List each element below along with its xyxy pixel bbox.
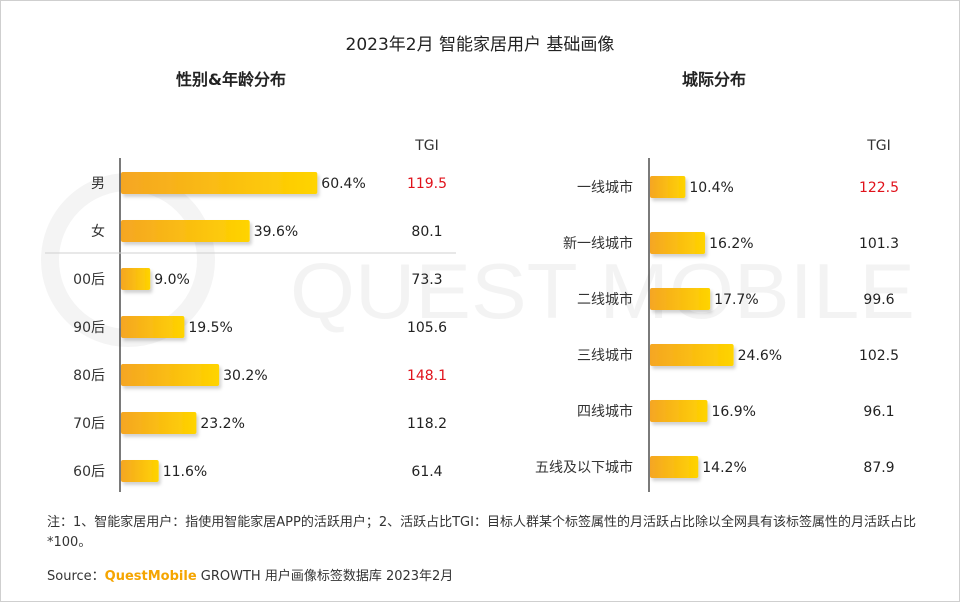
right-bar: [650, 456, 699, 478]
left-bar: [121, 172, 318, 194]
left-category-label: 70后: [73, 416, 105, 432]
source-prefix: Source：: [47, 569, 105, 584]
right-value-label: 14.2%: [702, 460, 746, 476]
right-tgi-value: 122.5: [859, 180, 899, 196]
left-tgi-value: 119.5: [407, 176, 447, 192]
source-line: Source：QuestMobile GROWTH 用户画像标签数据库 2023…: [47, 567, 453, 587]
right-value-label: 16.2%: [709, 236, 753, 252]
chart-title: 2023年2月 智能家居用户 基础画像: [345, 35, 615, 55]
watermark-text: QUEST MOBILE: [290, 247, 915, 335]
left-bar: [121, 412, 197, 434]
left-category-label: 80后: [73, 368, 105, 384]
left-value-label: 60.4%: [321, 176, 365, 192]
source-brand: QuestMobile: [104, 569, 197, 584]
right-tgi-value: 99.6: [863, 292, 894, 308]
right-category-label: 五线及以下城市: [535, 459, 633, 476]
right-value-label: 16.9%: [711, 404, 755, 420]
left-tgi-value: 118.2: [407, 416, 447, 432]
right-category-label: 二线城市: [577, 291, 633, 308]
right-bar: [650, 400, 708, 422]
left-panel-title: 性别&年龄分布: [176, 70, 286, 89]
left-value-label: 19.5%: [188, 320, 232, 336]
left-value-label: 30.2%: [223, 368, 267, 384]
left-category-label: 女: [91, 223, 105, 240]
right-category-label: 四线城市: [577, 403, 633, 420]
left-category-label: 60后: [73, 464, 105, 480]
left-value-label: 39.6%: [254, 224, 298, 240]
left-bar: [121, 268, 151, 290]
left-tgi-value: 61.4: [411, 464, 442, 480]
right-bar: [650, 288, 711, 310]
left-tgi-value: 80.1: [411, 224, 442, 240]
right-bar: [650, 176, 686, 198]
footnote: 注：1、智能家居用户：指使用智能家居APP的活跃用户；2、活跃占比TGI：目标人…: [47, 515, 916, 550]
left-bar: [121, 460, 159, 482]
right-category-label: 三线城市: [577, 347, 633, 364]
right-tgi-value: 87.9: [863, 460, 894, 476]
right-bar: [650, 232, 706, 254]
left-category-label: 男: [91, 176, 105, 192]
left-value-label: 23.2%: [200, 416, 244, 432]
left-tgi-value: 105.6: [407, 320, 447, 336]
left-bar: [121, 316, 185, 338]
right-bar: [650, 344, 734, 366]
left-category-label: 90后: [73, 320, 105, 336]
right-tgi-value: 101.3: [859, 236, 899, 252]
left-tgi-header: TGI: [414, 138, 439, 154]
left-tgi-value: 73.3: [411, 272, 442, 288]
left-category-label: 00后: [73, 272, 105, 288]
source-suffix: GROWTH 用户画像标签数据库 2023年2月: [196, 569, 454, 584]
left-bar: [121, 220, 250, 242]
right-value-label: 17.7%: [714, 292, 758, 308]
left-value-label: 9.0%: [154, 272, 190, 288]
left-value-label: 11.6%: [163, 464, 207, 480]
right-category-label: 新一线城市: [563, 235, 633, 252]
right-tgi-value: 96.1: [863, 404, 894, 420]
left-tgi-value: 148.1: [407, 368, 447, 384]
right-panel-title: 城际分布: [682, 70, 747, 89]
right-value-label: 24.6%: [738, 348, 782, 364]
right-tgi-value: 102.5: [859, 348, 899, 364]
left-bar: [121, 364, 220, 386]
right-tgi-header: TGI: [866, 138, 891, 154]
right-value-label: 10.4%: [689, 180, 733, 196]
right-category-label: 一线城市: [577, 179, 633, 196]
